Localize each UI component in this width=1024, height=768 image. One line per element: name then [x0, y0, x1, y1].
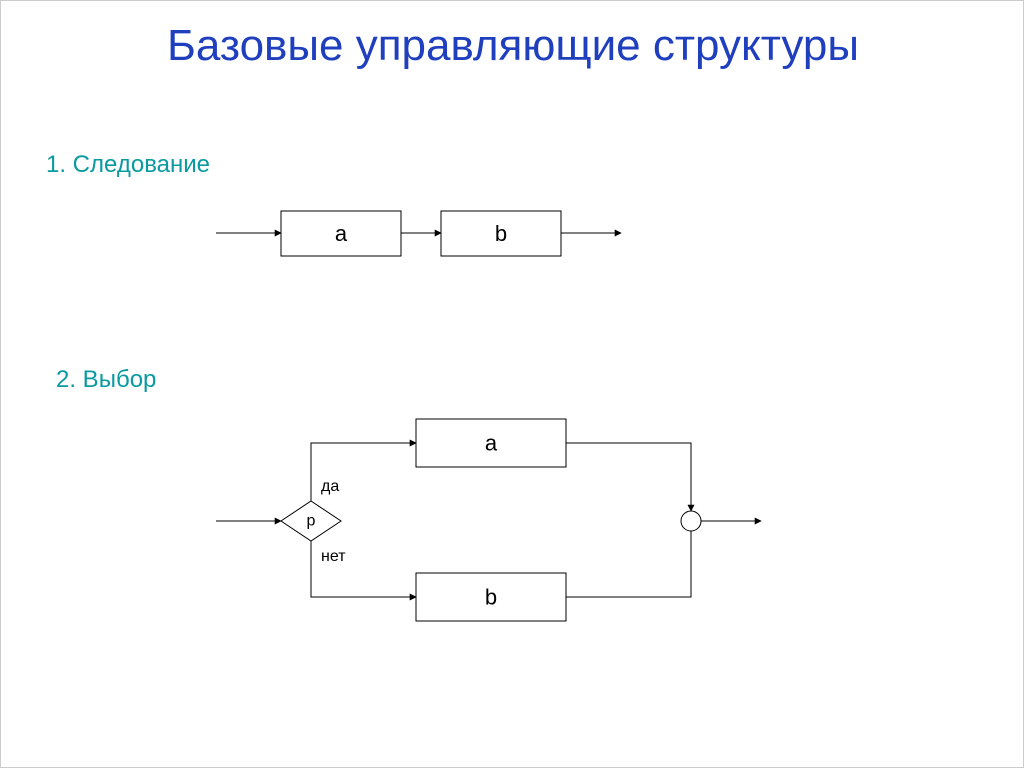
merge-node — [681, 511, 701, 531]
sequence-diagram: ab — [216, 211, 621, 256]
edge-label: нет — [321, 548, 346, 565]
edge — [566, 531, 691, 597]
process-label-b: b — [495, 221, 507, 246]
edge-label: да — [321, 478, 339, 495]
process-label-b: b — [485, 585, 497, 610]
edge — [566, 443, 691, 511]
process-label-a: a — [485, 431, 498, 456]
process-label-a: a — [335, 221, 348, 246]
choice-diagram: да нет p a b — [216, 419, 761, 621]
slide: Базовые управляющие структуры 1. Следова… — [0, 0, 1024, 768]
flowchart-svg: ab данетpab — [1, 1, 1024, 768]
decision-label-p: p — [307, 513, 316, 530]
